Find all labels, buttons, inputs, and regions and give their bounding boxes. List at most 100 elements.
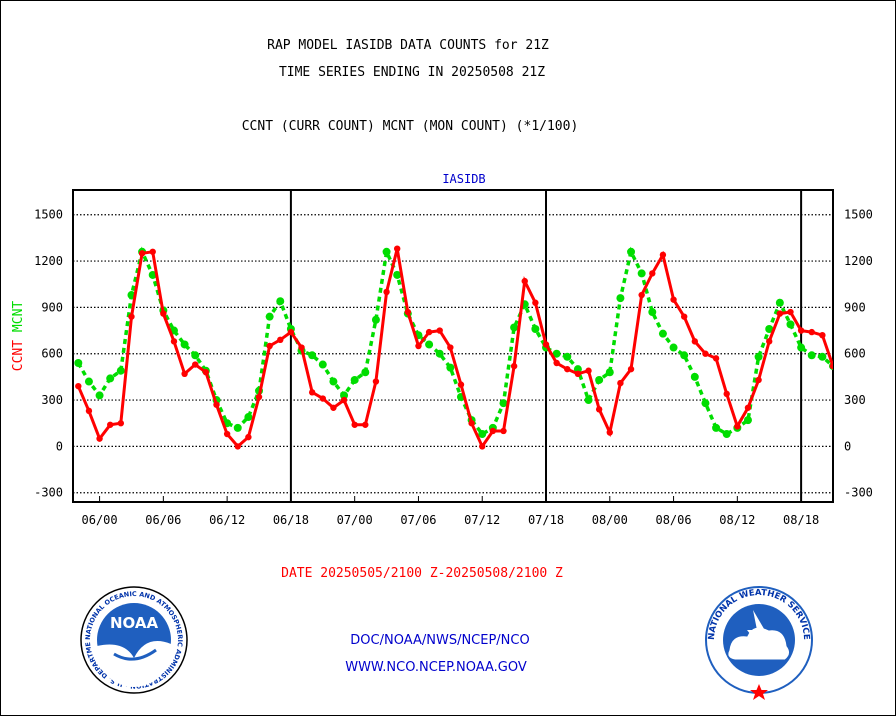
x-tick-label: 06/00 (82, 513, 118, 527)
series-mcnt (74, 245, 833, 439)
data-point-mcnt (148, 270, 157, 279)
data-point-ccnt (266, 342, 273, 350)
series-line-ccnt (76, 248, 833, 450)
data-point-ccnt (96, 435, 103, 442)
data-point-ccnt (691, 338, 699, 345)
y-tick-label-left: 900 (41, 300, 63, 314)
data-point-mcnt (393, 270, 402, 279)
x-tick-label: 08/00 (592, 513, 628, 527)
data-point-ccnt (553, 359, 560, 367)
data-point-mcnt (637, 269, 646, 278)
credit-link[interactable]: DOC/NOAA/NWS/NCEP/NCO (350, 633, 530, 648)
x-tick-label: 07/06 (400, 513, 436, 527)
data-point-mcnt (499, 399, 508, 408)
data-point-ccnt (372, 378, 380, 385)
data-point-mcnt (116, 366, 125, 375)
data-point-ccnt (510, 362, 518, 370)
plot-area (72, 189, 834, 503)
data-point-ccnt (829, 362, 833, 370)
data-point-ccnt (606, 429, 613, 436)
data-point-ccnt (202, 369, 210, 376)
y-axis-label-mcnt: MCNT (11, 301, 26, 340)
data-point-ccnt (181, 370, 188, 378)
data-point-mcnt (308, 351, 317, 360)
x-tick-label: 08/18 (783, 513, 819, 527)
data-point-ccnt (393, 245, 401, 252)
data-point-ccnt (532, 299, 539, 306)
panel-title: IASIDB (442, 172, 485, 186)
data-point-mcnt (382, 247, 391, 256)
data-point-ccnt (298, 344, 305, 351)
y-tick-label-right: 1500 (844, 208, 873, 222)
data-point-ccnt (255, 393, 263, 401)
series-description: CCNT (CURR COUNT) MCNT (MON COUNT) (*1/1… (241, 119, 579, 134)
data-point-ccnt (659, 251, 667, 259)
data-point-ccnt (170, 338, 178, 345)
x-tick-label: 06/12 (209, 513, 245, 527)
noaa-logo: NATIONAL OCEANIC AND ATMOSPHERIC ADMINIS… (80, 586, 188, 694)
data-point-mcnt (616, 294, 625, 303)
data-point-ccnt (149, 248, 156, 255)
data-point-mcnt (595, 375, 604, 384)
data-point-mcnt (786, 320, 795, 329)
data-point-mcnt (435, 349, 444, 358)
nws-logo: NATIONAL WEATHER SERVICE (705, 586, 813, 700)
data-point-mcnt (84, 377, 93, 386)
data-point-ccnt (808, 328, 815, 336)
data-point-mcnt (361, 368, 370, 377)
data-point-ccnt (755, 376, 762, 384)
data-point-mcnt (371, 315, 380, 324)
data-point-mcnt (350, 375, 359, 384)
data-point-mcnt (510, 323, 519, 332)
data-point-ccnt (319, 395, 326, 402)
data-point-mcnt (95, 391, 104, 400)
data-point-ccnt (521, 277, 528, 285)
series-ccnt (75, 245, 833, 450)
x-tick-label: 07/12 (464, 513, 500, 527)
data-point-ccnt (585, 367, 592, 374)
data-point-mcnt (584, 396, 593, 405)
data-point-ccnt (192, 361, 199, 368)
data-point-mcnt (244, 413, 253, 422)
y-tick-label-right: 900 (844, 300, 866, 314)
data-point-mcnt (276, 297, 285, 306)
data-point-ccnt (723, 390, 730, 398)
x-tick-label: 06/06 (145, 513, 181, 527)
data-point-ccnt (702, 350, 709, 357)
data-point-ccnt (277, 336, 284, 344)
y-tick-label-right: 300 (844, 393, 866, 407)
data-point-ccnt (574, 370, 582, 378)
data-point-mcnt (648, 308, 657, 317)
data-point-ccnt (712, 355, 720, 362)
data-point-ccnt (330, 404, 337, 411)
data-point-ccnt (213, 401, 220, 408)
data-point-mcnt (701, 399, 710, 408)
data-point-mcnt (563, 352, 572, 361)
data-point-mcnt (627, 247, 636, 256)
data-point-ccnt (447, 344, 454, 351)
data-point-ccnt (425, 328, 433, 336)
data-point-mcnt (191, 351, 200, 360)
y-tick-label-right: 0 (844, 439, 851, 453)
data-point-ccnt (734, 423, 741, 430)
data-point-mcnt (743, 416, 752, 425)
data-point-mcnt (106, 374, 115, 383)
data-point-mcnt (478, 430, 487, 439)
data-point-mcnt (318, 360, 327, 369)
y-tick-label-left: 1500 (34, 208, 63, 222)
website-link[interactable]: WWW.NCO.NCEP.NOAA.GOV (345, 660, 527, 675)
data-point-ccnt (107, 421, 114, 428)
y-tick-label-left: -300 (34, 486, 63, 500)
data-point-mcnt (797, 343, 806, 352)
date-range: DATE 20250505/2100 Z-20250508/2100 Z (281, 566, 563, 581)
data-point-ccnt (436, 327, 443, 334)
data-point-mcnt (425, 340, 434, 349)
data-point-ccnt (500, 427, 507, 435)
data-point-ccnt (75, 382, 82, 390)
data-point-ccnt (649, 270, 656, 277)
data-point-ccnt (468, 420, 475, 427)
y-tick-label-left: 1200 (34, 254, 63, 268)
data-point-ccnt (542, 341, 550, 348)
data-point-ccnt (819, 331, 826, 339)
